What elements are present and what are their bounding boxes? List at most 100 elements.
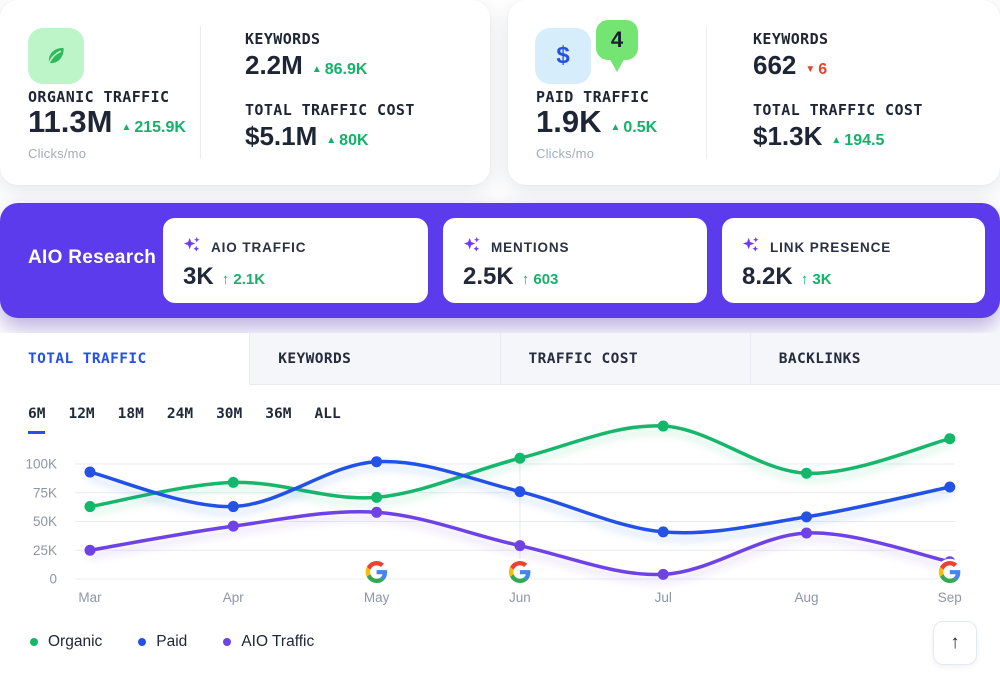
up-triangle-icon: ▲ — [121, 122, 132, 133]
range-all[interactable]: ALL — [314, 406, 341, 422]
legend-item-paid[interactable]: Paid — [138, 633, 187, 651]
dollar-glyph: $ — [556, 42, 570, 69]
leaf-icon — [28, 28, 84, 84]
divider — [200, 26, 201, 159]
svg-text:Sep: Sep — [938, 590, 962, 605]
range-30m[interactable]: 30M — [216, 406, 243, 422]
organic-cost-value: $5.1M — [245, 121, 318, 151]
mentions-label: MENTIONS — [491, 239, 570, 255]
aio-traffic-delta: ↑ 2.1K — [221, 271, 266, 288]
tab-keywords[interactable]: KEYWORDS — [249, 333, 500, 385]
paid-traffic-value: 1.9K — [536, 104, 602, 139]
paid-count-badge: 4 — [596, 20, 638, 72]
organic-traffic-label: ORGANIC TRAFFIC — [28, 88, 170, 106]
up-arrow-icon: ↑ — [521, 271, 530, 288]
paid-keywords-label: KEYWORDS — [753, 30, 829, 48]
dollar-icon: $ — [535, 28, 591, 84]
data-point — [514, 486, 526, 498]
svg-text:Aug: Aug — [794, 590, 818, 605]
organic-traffic-value: 11.3M — [28, 104, 113, 139]
data-point — [801, 467, 812, 479]
up-arrow-icon: ↑ — [950, 632, 960, 653]
organic-keywords-delta: ▲ 86.9K — [311, 61, 368, 78]
data-point — [657, 568, 669, 580]
organic-cost-label: TOTAL TRAFFIC COST — [245, 101, 415, 119]
tab-traffic-cost[interactable]: TRAFFIC COST — [499, 333, 750, 385]
organic-unit-label: Clicks/mo — [28, 146, 87, 161]
organic-dot-icon — [30, 638, 38, 646]
svg-text:Jun: Jun — [509, 590, 531, 605]
data-point — [227, 501, 239, 513]
aio-traffic-dot-icon — [223, 638, 232, 646]
link-presence-label: LINK PRESENCE — [770, 239, 892, 255]
aio-traffic-label: AIO TRAFFIC — [211, 239, 307, 255]
legend-item-organic[interactable]: Organic — [30, 633, 102, 651]
paid-traffic-label: PAID TRAFFIC — [536, 88, 650, 106]
time-range-selector: 6M 12M 18M 24M 30M 36M ALL — [28, 406, 341, 434]
chart-tabs: TOTAL TRAFFIC KEYWORDS TRAFFIC COST BACK… — [0, 333, 1000, 385]
organic-cost-delta: ▲ 80K — [326, 132, 369, 149]
aio-traffic-value: 3K — [183, 263, 214, 290]
range-36m[interactable]: 36M — [265, 406, 292, 422]
mentions-delta: ↑ 603 — [521, 271, 559, 288]
data-point — [371, 491, 383, 503]
data-point — [657, 420, 669, 432]
up-triangle-icon: ▲ — [610, 122, 621, 133]
sparkles-icon — [742, 235, 761, 259]
paid-unit-label: Clicks/mo — [536, 146, 595, 161]
scroll-to-top-button[interactable]: ↑ — [933, 621, 977, 665]
aio-research-title: AIO Research — [28, 247, 157, 268]
tab-backlinks[interactable]: BACKLINKS — [749, 333, 1000, 385]
paid-cost-delta: ▲ 194.5 — [831, 132, 885, 149]
mentions-card: MENTIONS 2.5K ↑ 603 — [443, 218, 707, 303]
up-triangle-icon: ▲ — [326, 135, 337, 146]
range-12m[interactable]: 12M — [68, 406, 95, 422]
chart-legend: Organic Paid AIO Traffic — [30, 633, 314, 651]
svg-text:Apr: Apr — [223, 590, 245, 605]
traffic-line-chart[interactable]: 100K 75K 50K 25K 0 Mar Apr May Jun Jul Aug Sep — [0, 415, 1000, 607]
range-24m[interactable]: 24M — [166, 406, 194, 422]
svg-text:Jul: Jul — [655, 590, 672, 605]
organic-traffic-card: ORGANIC TRAFFIC 11.3M ▲ 215.9K Clicks/mo … — [0, 0, 490, 185]
organic-keywords-value: 2.2M — [245, 50, 303, 80]
organic-keywords-label: KEYWORDS — [245, 30, 321, 48]
svg-text:0: 0 — [49, 572, 57, 587]
data-point — [514, 540, 526, 552]
paid-dot-icon — [138, 638, 147, 646]
paid-keywords-delta: ▼ 6 — [805, 61, 828, 78]
data-point — [371, 506, 383, 518]
google-icon[interactable] — [363, 558, 390, 586]
paid-cost-value: $1.3K — [753, 121, 823, 151]
svg-text:25K: 25K — [33, 543, 57, 558]
link-presence-value: 8.2K — [742, 263, 793, 290]
up-arrow-icon: ↑ — [221, 271, 230, 288]
data-point — [944, 481, 956, 493]
range-18m[interactable]: 18M — [117, 406, 144, 422]
data-point — [514, 452, 526, 464]
data-point — [84, 466, 96, 478]
sparkles-icon — [463, 235, 482, 259]
mentions-value: 2.5K — [463, 263, 514, 290]
svg-text:75K: 75K — [33, 485, 57, 500]
data-point — [84, 501, 96, 513]
data-point — [944, 433, 956, 445]
sparkles-icon — [183, 235, 202, 259]
tab-total-traffic[interactable]: TOTAL TRAFFIC — [0, 333, 250, 385]
divider — [706, 26, 707, 159]
data-point — [227, 476, 239, 488]
paid-traffic-delta: ▲ 0.5K — [610, 119, 658, 136]
google-icon[interactable] — [506, 558, 534, 586]
google-icon[interactable] — [936, 558, 964, 586]
data-point — [371, 456, 383, 468]
legend-item-aio-traffic[interactable]: AIO Traffic — [223, 633, 314, 651]
aio-research-band: AIO Research AIO TRAFFIC 3K ↑ 2.1K — [0, 203, 1000, 318]
link-presence-delta: ↑ 3K — [800, 271, 832, 288]
data-point — [84, 544, 96, 556]
data-point — [801, 511, 812, 523]
down-triangle-icon: ▼ — [805, 64, 816, 75]
svg-text:100K: 100K — [25, 457, 57, 472]
up-arrow-icon: ↑ — [800, 271, 809, 288]
organic-traffic-delta: ▲ 215.9K — [121, 119, 186, 136]
range-6m[interactable]: 6M — [28, 406, 46, 434]
